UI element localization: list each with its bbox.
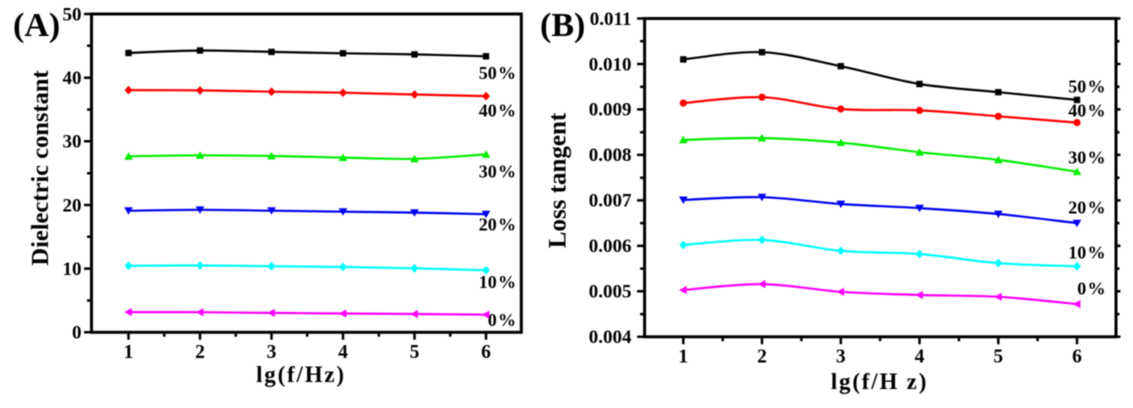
svg-text:0.010: 0.010 xyxy=(589,54,632,75)
svg-text:0%: 0% xyxy=(1077,279,1105,299)
svg-text:0.009: 0.009 xyxy=(589,100,632,121)
svg-text:0.006: 0.006 xyxy=(589,236,632,257)
svg-text:30%: 30% xyxy=(479,162,516,182)
svg-text:4: 4 xyxy=(915,347,925,368)
svg-text:lg(f/Hz): lg(f/Hz) xyxy=(256,362,346,387)
svg-text:40%: 40% xyxy=(1068,101,1105,121)
svg-text:5: 5 xyxy=(410,342,420,363)
svg-text:(A): (A) xyxy=(13,7,60,44)
svg-text:50: 50 xyxy=(63,4,82,25)
svg-text:2: 2 xyxy=(757,347,767,368)
svg-text:4: 4 xyxy=(338,342,348,363)
svg-text:30: 30 xyxy=(63,132,82,153)
svg-text:20: 20 xyxy=(63,195,82,216)
svg-text:5: 5 xyxy=(993,347,1003,368)
svg-text:50%: 50% xyxy=(1068,77,1105,97)
svg-text:10: 10 xyxy=(63,259,82,280)
svg-text:0: 0 xyxy=(72,323,82,344)
svg-text:30%: 30% xyxy=(1068,148,1105,168)
svg-text:6: 6 xyxy=(1072,347,1082,368)
svg-text:20%: 20% xyxy=(479,215,516,235)
svg-text:0%: 0% xyxy=(488,310,516,330)
svg-text:3: 3 xyxy=(836,347,846,368)
svg-text:2: 2 xyxy=(195,342,205,363)
svg-text:20%: 20% xyxy=(1068,197,1105,217)
svg-text:lg(f/H z): lg(f/H z) xyxy=(831,369,928,394)
svg-text:0.011: 0.011 xyxy=(590,9,632,30)
svg-text:1: 1 xyxy=(678,347,688,368)
svg-text:0.005: 0.005 xyxy=(589,282,632,303)
svg-text:40%: 40% xyxy=(479,101,516,121)
svg-text:0.008: 0.008 xyxy=(589,145,632,166)
svg-text:Dielectric constant: Dielectric constant xyxy=(27,70,54,266)
svg-text:6: 6 xyxy=(481,342,491,363)
svg-text:Loss tangent: Loss tangent xyxy=(545,112,572,248)
svg-text:1: 1 xyxy=(124,342,134,363)
svg-text:0.007: 0.007 xyxy=(589,191,632,212)
svg-text:50%: 50% xyxy=(479,63,516,83)
svg-text:0.004: 0.004 xyxy=(589,327,632,348)
svg-text:(B): (B) xyxy=(540,7,585,44)
svg-text:3: 3 xyxy=(267,342,277,363)
svg-text:40: 40 xyxy=(63,68,82,89)
svg-text:10%: 10% xyxy=(479,272,516,292)
svg-text:10%: 10% xyxy=(1068,243,1105,263)
